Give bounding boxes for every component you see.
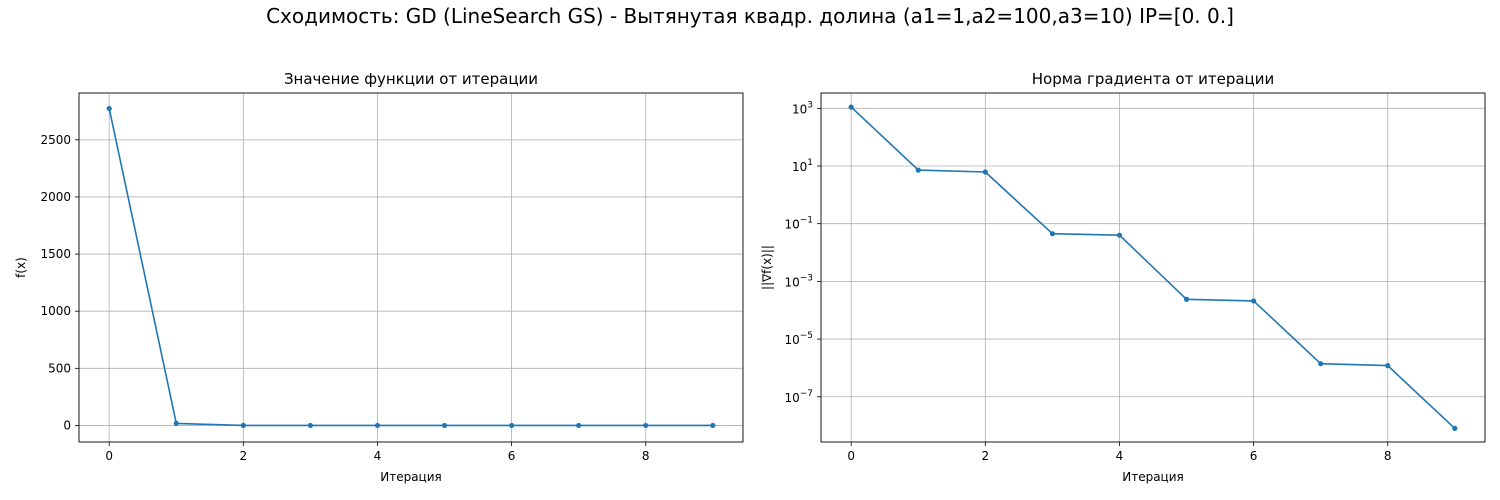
y-tick-label: 101 [792,158,813,174]
y-tick-exponent: −5 [800,331,813,341]
x-axis-label: Итерация [1122,470,1184,484]
x-tick-label: 8 [1384,449,1392,463]
data-point [240,422,246,428]
y-tick-base: 10 [784,218,799,232]
y-tick-exponent: −7 [800,389,813,399]
axes-title: Значение функции от итерации [284,70,538,88]
x-tick-label: 6 [1250,449,1258,463]
y-tick-label: 10−3 [784,273,813,289]
x-tick-label: 6 [508,449,516,463]
data-point [982,169,988,175]
x-tick-label: 0 [105,449,113,463]
y-tick-label: 2000 [40,190,71,204]
data-point [374,422,381,429]
x-axis-label: Итерация [380,470,442,484]
data-point [710,422,716,429]
data-point [576,422,582,429]
data-point [441,422,448,429]
x-tick-label: 2 [240,449,248,463]
data-point [106,105,112,112]
y-tick-exponent: 1 [807,158,813,168]
data-point [1183,296,1190,302]
figure-title: Сходимость: GD (LineSearch GS) - Вытянут… [266,4,1234,28]
data-point [173,420,179,426]
y-axis-label: ||∇f(x)|| [760,245,774,290]
series-line [108,108,713,427]
data-point [1116,232,1123,238]
data-point [1318,361,1324,367]
data-point [1452,425,1458,431]
series-line [850,106,1456,429]
data-point [848,104,854,110]
y-tick-base: 10 [784,391,799,405]
y-tick-label: 500 [48,361,71,375]
x-tick-label: 8 [642,449,650,463]
x-tick-label: 2 [982,449,990,463]
y-tick-label: 10−5 [784,331,813,347]
y-tick-base: 10 [784,333,799,347]
x-tick-label: 0 [847,449,855,463]
y-tick-label: 2500 [40,133,71,147]
y-tick-exponent: −3 [800,273,813,283]
y-tick-label: 0 [63,418,71,432]
axes-function-value: 0 2 4 6 8 0 500 1000 1500 2000 2500 Значение функци… [14,70,744,484]
data-point [509,422,515,429]
y-tick-exponent: −1 [800,216,813,226]
axes-frame [820,92,1486,443]
y-tick-label: 103 [792,100,813,116]
x-tick-label: 4 [1116,449,1124,463]
y-tick-label: 10−7 [784,389,813,405]
data-point [643,422,649,429]
axes-title: Норма градиента от итерации [1032,70,1275,88]
y-tick-exponent: 3 [807,100,813,110]
y-tick-label: 1000 [40,304,71,318]
y-tick-base: 10 [784,275,799,289]
y-axis-label: f(x) [14,257,28,278]
axes-frame [78,92,744,443]
x-tick-label: 4 [374,449,382,463]
data-point [1385,363,1391,369]
data-point [1049,231,1055,237]
data-point [1251,298,1257,304]
y-tick-base: 10 [792,160,807,174]
data-point [915,167,921,173]
y-tick-base: 10 [792,102,807,116]
data-point [307,422,313,429]
y-tick-label: 1500 [40,247,71,261]
y-tick-label: 10−1 [784,216,813,232]
